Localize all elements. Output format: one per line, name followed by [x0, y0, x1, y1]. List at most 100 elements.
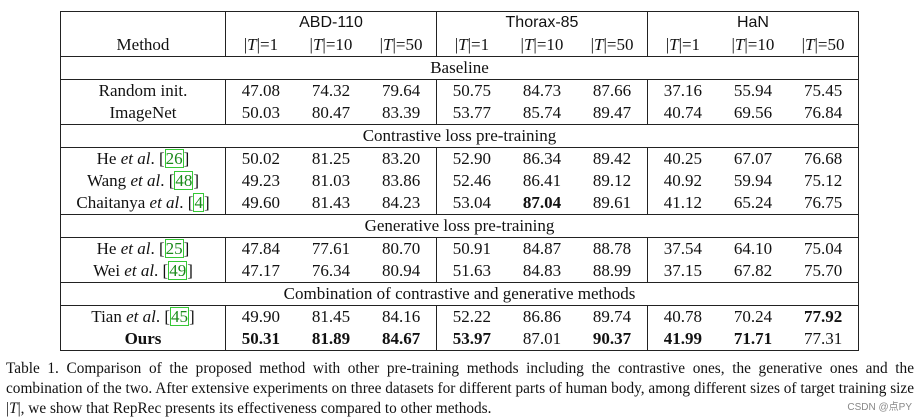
- value-cell: 37.54: [663, 239, 702, 258]
- size-label: =1: [470, 35, 490, 54]
- size-variable: T: [247, 35, 257, 54]
- citation-link[interactable]: 49: [168, 261, 188, 280]
- value-cell: 81.03: [311, 171, 351, 190]
- value-cell: 69.56: [717, 102, 789, 125]
- value-cell: 65.24: [717, 192, 789, 215]
- value-cell: 49.90: [241, 307, 281, 326]
- size-label: =10: [325, 35, 353, 54]
- value-cell: 75.70: [788, 260, 860, 283]
- citation-link[interactable]: 26: [164, 149, 184, 168]
- results-table: ABD-110 Thorax-85 HaN Method |T|=1 |T|=10 |T|=…: [60, 11, 860, 351]
- value-cell: 89.12: [577, 170, 648, 192]
- method-name: Random init.: [98, 81, 188, 100]
- method-cell: ImageNet: [60, 102, 226, 125]
- value-cell: 85.74: [506, 102, 578, 125]
- size-label: =50: [817, 35, 845, 54]
- citation-link[interactable]: 48: [174, 171, 194, 190]
- value-cell: 83.86: [366, 170, 437, 192]
- table-row: He et al. [26] 50.02 81.25 83.20 52.90 86.34 8…: [60, 147, 860, 170]
- method-cell: Chaitanya et al. [4]: [60, 192, 226, 215]
- value-cell: 76.34: [295, 260, 367, 283]
- size-variable: T: [669, 35, 679, 54]
- value-cell: 81.25: [311, 149, 351, 168]
- value-cell: 53.04: [436, 192, 507, 215]
- method-header: Method: [60, 34, 226, 57]
- size-variable: T: [312, 35, 323, 54]
- method-author: Chaitanya: [76, 193, 146, 212]
- size-header: |T|=10: [717, 34, 789, 57]
- value-cell: 86.34: [522, 149, 562, 168]
- value-cell: 76.75: [788, 192, 860, 215]
- size-variable: T: [383, 35, 393, 54]
- citation-link[interactable]: 25: [164, 239, 184, 258]
- size-variable: T: [523, 35, 534, 54]
- value-cell: 87.01: [506, 328, 578, 351]
- size-header: |T|=1: [647, 34, 718, 57]
- value-cell: 40.25: [663, 149, 702, 168]
- method-author: He: [96, 149, 117, 168]
- value-cell: 52.46: [452, 171, 492, 190]
- header-row-datasets: ABD-110 Thorax-85 HaN: [60, 11, 860, 34]
- value-cell: 84.16: [366, 305, 437, 328]
- dataset-header: ABD-110: [225, 11, 437, 34]
- table-row: Wei et al. [49] 47.17 76.34 80.94 51.63 84.83…: [60, 260, 860, 283]
- value-cell: 50.91: [452, 239, 492, 258]
- value-cell: 84.67: [366, 328, 437, 351]
- et-al: et al: [120, 239, 151, 258]
- size-header: |T|=10: [506, 34, 578, 57]
- size-label: =50: [606, 35, 634, 54]
- caption-text-part2: , we show that RepRec presents its effec…: [20, 400, 492, 417]
- value-cell: 75.12: [788, 170, 860, 192]
- table-row: Random init. 47.08 74.32 79.64 50.75 84.73 87.…: [60, 79, 860, 102]
- value-cell: 88.99: [577, 260, 648, 283]
- value-cell: 77.92: [788, 305, 860, 328]
- value-cell: 53.97: [436, 328, 507, 351]
- table-row: Tian et al. [45] 49.90 81.45 84.16 52.22 86.8…: [60, 305, 860, 328]
- value-cell: 71.71: [717, 328, 789, 351]
- size-header: |T|=50: [366, 34, 437, 57]
- method-cell: Tian et al. [45]: [60, 305, 226, 328]
- table-caption: Table 1. Comparison of the proposed meth…: [6, 360, 914, 417]
- method-cell: Wei et al. [49]: [60, 260, 226, 283]
- citation-link[interactable]: 4: [193, 193, 204, 212]
- size-header: |T|=1: [436, 34, 507, 57]
- method-name: Ours: [124, 329, 162, 348]
- size-variable: T: [594, 35, 604, 54]
- value-cell: 76.68: [788, 147, 860, 170]
- method-cell: Wang et al. [48]: [60, 170, 226, 192]
- citation-link[interactable]: 45: [170, 307, 190, 326]
- value-cell: 76.84: [788, 102, 860, 125]
- value-cell: 89.47: [577, 102, 648, 125]
- value-cell: 53.77: [436, 102, 507, 125]
- section-title: Combination of contrastive and generativ…: [60, 282, 859, 306]
- value-cell: 41.99: [647, 328, 718, 351]
- value-cell: 86.86: [522, 307, 562, 326]
- method-author: Wei: [93, 261, 121, 280]
- value-cell: 75.45: [788, 79, 860, 102]
- value-cell: 83.20: [366, 147, 437, 170]
- section-title: Generative loss pre-training: [60, 214, 859, 238]
- method-header-spacer: [60, 11, 226, 34]
- table-row: Chaitanya et al. [4] 49.60 81.43 84.23 53.04…: [60, 192, 860, 215]
- value-cell: 59.94: [733, 171, 773, 190]
- value-cell: 52.90: [452, 149, 492, 168]
- method-cell: Random init.: [60, 79, 226, 102]
- et-al: et al: [149, 193, 180, 212]
- value-cell: 37.15: [647, 260, 718, 283]
- section-title: Baseline: [60, 56, 859, 80]
- value-cell: 52.22: [452, 307, 492, 326]
- value-cell: 84.83: [506, 260, 578, 283]
- et-al: et al: [124, 261, 155, 280]
- method-cell: He et al. [25]: [60, 237, 226, 260]
- section-title-row: Generative loss pre-training: [60, 214, 859, 238]
- size-label: =1: [260, 35, 279, 54]
- value-cell: 40.78: [663, 307, 702, 326]
- size-header: |T|=10: [295, 34, 367, 57]
- method-cell: He et al. [26]: [60, 147, 226, 170]
- value-cell: 79.64: [366, 79, 437, 102]
- value-cell: 77.31: [788, 328, 860, 351]
- size-header: |T|=1: [225, 34, 296, 57]
- value-cell: 87.04: [506, 192, 578, 215]
- value-cell: 89.42: [577, 147, 648, 170]
- size-label: =10: [747, 35, 775, 54]
